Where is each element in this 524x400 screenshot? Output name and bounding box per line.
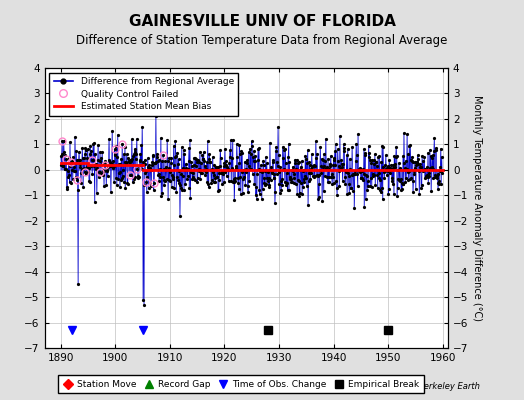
Y-axis label: Monthly Temperature Anomaly Difference (°C): Monthly Temperature Anomaly Difference (… xyxy=(473,95,483,321)
Text: Difference of Station Temperature Data from Regional Average: Difference of Station Temperature Data f… xyxy=(77,34,447,47)
Legend: Station Move, Record Gap, Time of Obs. Change, Empirical Break: Station Move, Record Gap, Time of Obs. C… xyxy=(58,376,424,394)
Text: GAINESVILLE UNIV OF FLORIDA: GAINESVILLE UNIV OF FLORIDA xyxy=(128,14,396,29)
Text: Berkeley Earth: Berkeley Earth xyxy=(418,382,479,391)
Legend: Difference from Regional Average, Quality Control Failed, Estimated Station Mean: Difference from Regional Average, Qualit… xyxy=(49,72,238,116)
